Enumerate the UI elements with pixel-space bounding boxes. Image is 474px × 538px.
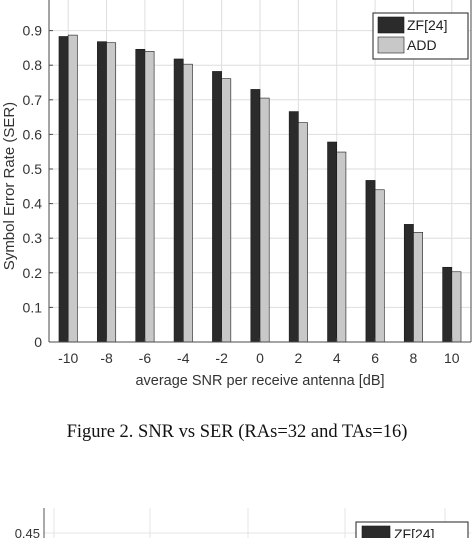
legend-swatch — [377, 16, 405, 34]
x-tick-label: 2 — [294, 350, 302, 366]
bar-add — [298, 122, 308, 343]
bar-add — [106, 42, 117, 343]
y-tick-label: 0.2 — [23, 265, 43, 281]
bar-add — [413, 232, 423, 343]
bar-zf24 — [442, 266, 453, 343]
x-tick-label: 10 — [444, 350, 460, 366]
y-tick-label: 0 — [34, 334, 42, 350]
bar-zf24 — [403, 224, 414, 343]
bar-zf24 — [250, 89, 261, 343]
y-tick-label: 0.45 — [15, 526, 40, 538]
x-tick-label: -6 — [139, 350, 152, 366]
bar-add — [451, 271, 462, 343]
x-axis-label: average SNR per receive antenna [dB] — [135, 373, 384, 389]
x-tick-label: 8 — [410, 350, 418, 366]
figure-caption: Figure 2. SNR vs SER (RAs=32 and TAs=16) — [66, 422, 408, 442]
x-tick-label: 4 — [333, 350, 341, 366]
y-axis-label: Symbol Error Rate (SER) — [1, 102, 18, 270]
legend-label: ZF[24] — [394, 526, 434, 538]
legend: ZF[24] — [355, 521, 469, 538]
ser-bar-chart-svg: 0 0.1 0.2 0.3 0.4 0.5 0.6 0.7 0.8 0.9 -10 -8 -6 -4 -2 0… — [1, 0, 472, 389]
bar-zf24 — [365, 180, 376, 343]
x-tick-label: -8 — [100, 350, 113, 366]
bar-add — [374, 189, 385, 343]
legend: ZF[24] ADD — [372, 12, 469, 60]
bar-zf24 — [97, 41, 107, 343]
x-tick-label: -4 — [177, 350, 190, 366]
y-tick-label: 0.7 — [23, 92, 43, 108]
y-tick-label: 0.6 — [23, 126, 43, 142]
bar-zf24 — [288, 111, 299, 343]
y-tick-label: 0.1 — [23, 299, 43, 315]
bar-add — [144, 51, 155, 343]
ser-bar-chart: 0 0.1 0.2 0.3 0.4 0.5 0.6 0.7 0.8 0.9 -10 -8 -6 -4 -2 0… — [1, 0, 472, 389]
y-tick-label: 0.4 — [23, 196, 43, 212]
bar-zf24 — [58, 36, 69, 343]
bar-add — [221, 78, 232, 343]
bar-add — [259, 97, 270, 343]
bar-zf24 — [212, 71, 222, 343]
x-tick-label: 6 — [371, 350, 379, 366]
y-tick-label: 0.9 — [23, 23, 43, 39]
bar-add — [67, 34, 78, 343]
legend-label: ZF[24] — [407, 17, 447, 33]
y-tick-label: 0.5 — [23, 161, 43, 177]
legend-swatch — [361, 525, 391, 538]
bar-add — [182, 63, 193, 343]
y-tick-label: 0.8 — [23, 57, 43, 73]
bar-add — [336, 151, 347, 343]
second-chart-partial: 0.45 ZF[24] — [0, 508, 474, 538]
y-tick-label: 0.3 — [23, 230, 43, 246]
x-tick-label: -10 — [58, 350, 78, 366]
second-chart-svg: 0.45 ZF[24] — [15, 508, 471, 538]
legend-label: ADD — [407, 37, 437, 53]
x-tick-label: -2 — [215, 350, 228, 366]
bar-zf24 — [135, 48, 146, 343]
bar-zf24 — [173, 58, 184, 343]
legend-swatch — [377, 36, 405, 54]
bar-zf24 — [327, 141, 338, 343]
x-tick-label: 0 — [256, 350, 264, 366]
